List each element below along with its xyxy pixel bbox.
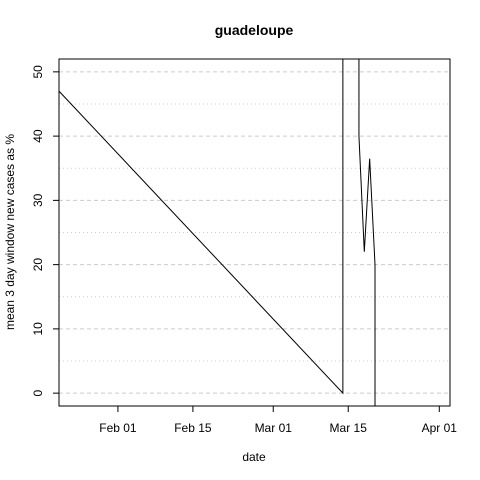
y-tick-label: 20: [31, 258, 45, 272]
x-tick-label: Mar 01: [255, 421, 293, 435]
y-tick-label: 50: [31, 65, 45, 79]
y-axis: 0 10 20 30 40 50: [31, 65, 59, 396]
y-tick-label: 30: [31, 193, 45, 207]
y-tick-label: 40: [31, 129, 45, 143]
grid: [59, 71, 450, 394]
x-axis: Feb 01 Feb 15 Mar 01 Mar 15 Apr 01: [99, 406, 457, 435]
x-tick-label: Apr 01: [422, 421, 458, 435]
x-tick-label: Mar 15: [330, 421, 368, 435]
x-axis-label: date: [242, 450, 266, 464]
series-line: [58, 58, 376, 406]
x-tick-label: Feb 15: [174, 421, 212, 435]
y-tick-label: 10: [31, 322, 45, 336]
x-tick-label: Feb 01: [99, 421, 137, 435]
y-tick-label: 0: [31, 389, 45, 396]
plot-frame: [58, 58, 451, 407]
series-group: [58, 58, 376, 406]
chart-title: guadeloupe: [215, 22, 294, 38]
y-axis-label: mean 3 day window new cases as %: [3, 134, 17, 330]
